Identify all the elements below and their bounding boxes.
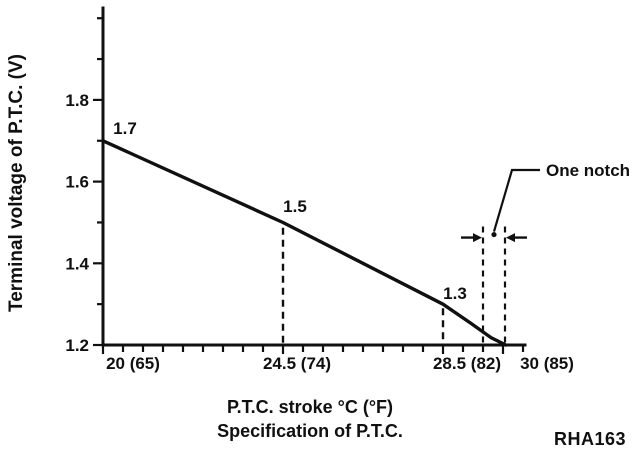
one-notch-pointer-dot [491, 231, 497, 238]
y-tick-label: 1.8 [65, 91, 89, 110]
point-label: 1.3 [443, 284, 467, 303]
x-tick-label: 28.5 (82) [433, 354, 501, 373]
one-notch-label: One notch [546, 161, 631, 180]
x-axis-title: P.T.C. stroke °C (°F) [226, 397, 394, 417]
ptc-voltage-curve [101, 139, 508, 347]
notch-arrowhead-left [473, 233, 482, 243]
one-notch-leader-line [492, 168, 540, 232]
y-axis-title: Terminal voltage of P.T.C. (V) [6, 54, 27, 312]
figure-code: RHA163 [553, 429, 626, 449]
y-tick-label: 1.2 [65, 336, 89, 355]
y-tick-label: 1.4 [65, 254, 89, 273]
notch-arrowhead-right [506, 233, 515, 243]
y-tick-label: 1.6 [65, 173, 89, 192]
x-tick-label: 24.5 (74) [263, 354, 331, 373]
point-label: 1.7 [113, 119, 137, 138]
x-tick-label: 20 (65) [106, 354, 160, 373]
x-axis-subtitle: Specification of P.T.C. [217, 421, 403, 441]
point-label: 1.5 [283, 197, 307, 216]
x-tick-label: 30 (85) [520, 354, 574, 373]
